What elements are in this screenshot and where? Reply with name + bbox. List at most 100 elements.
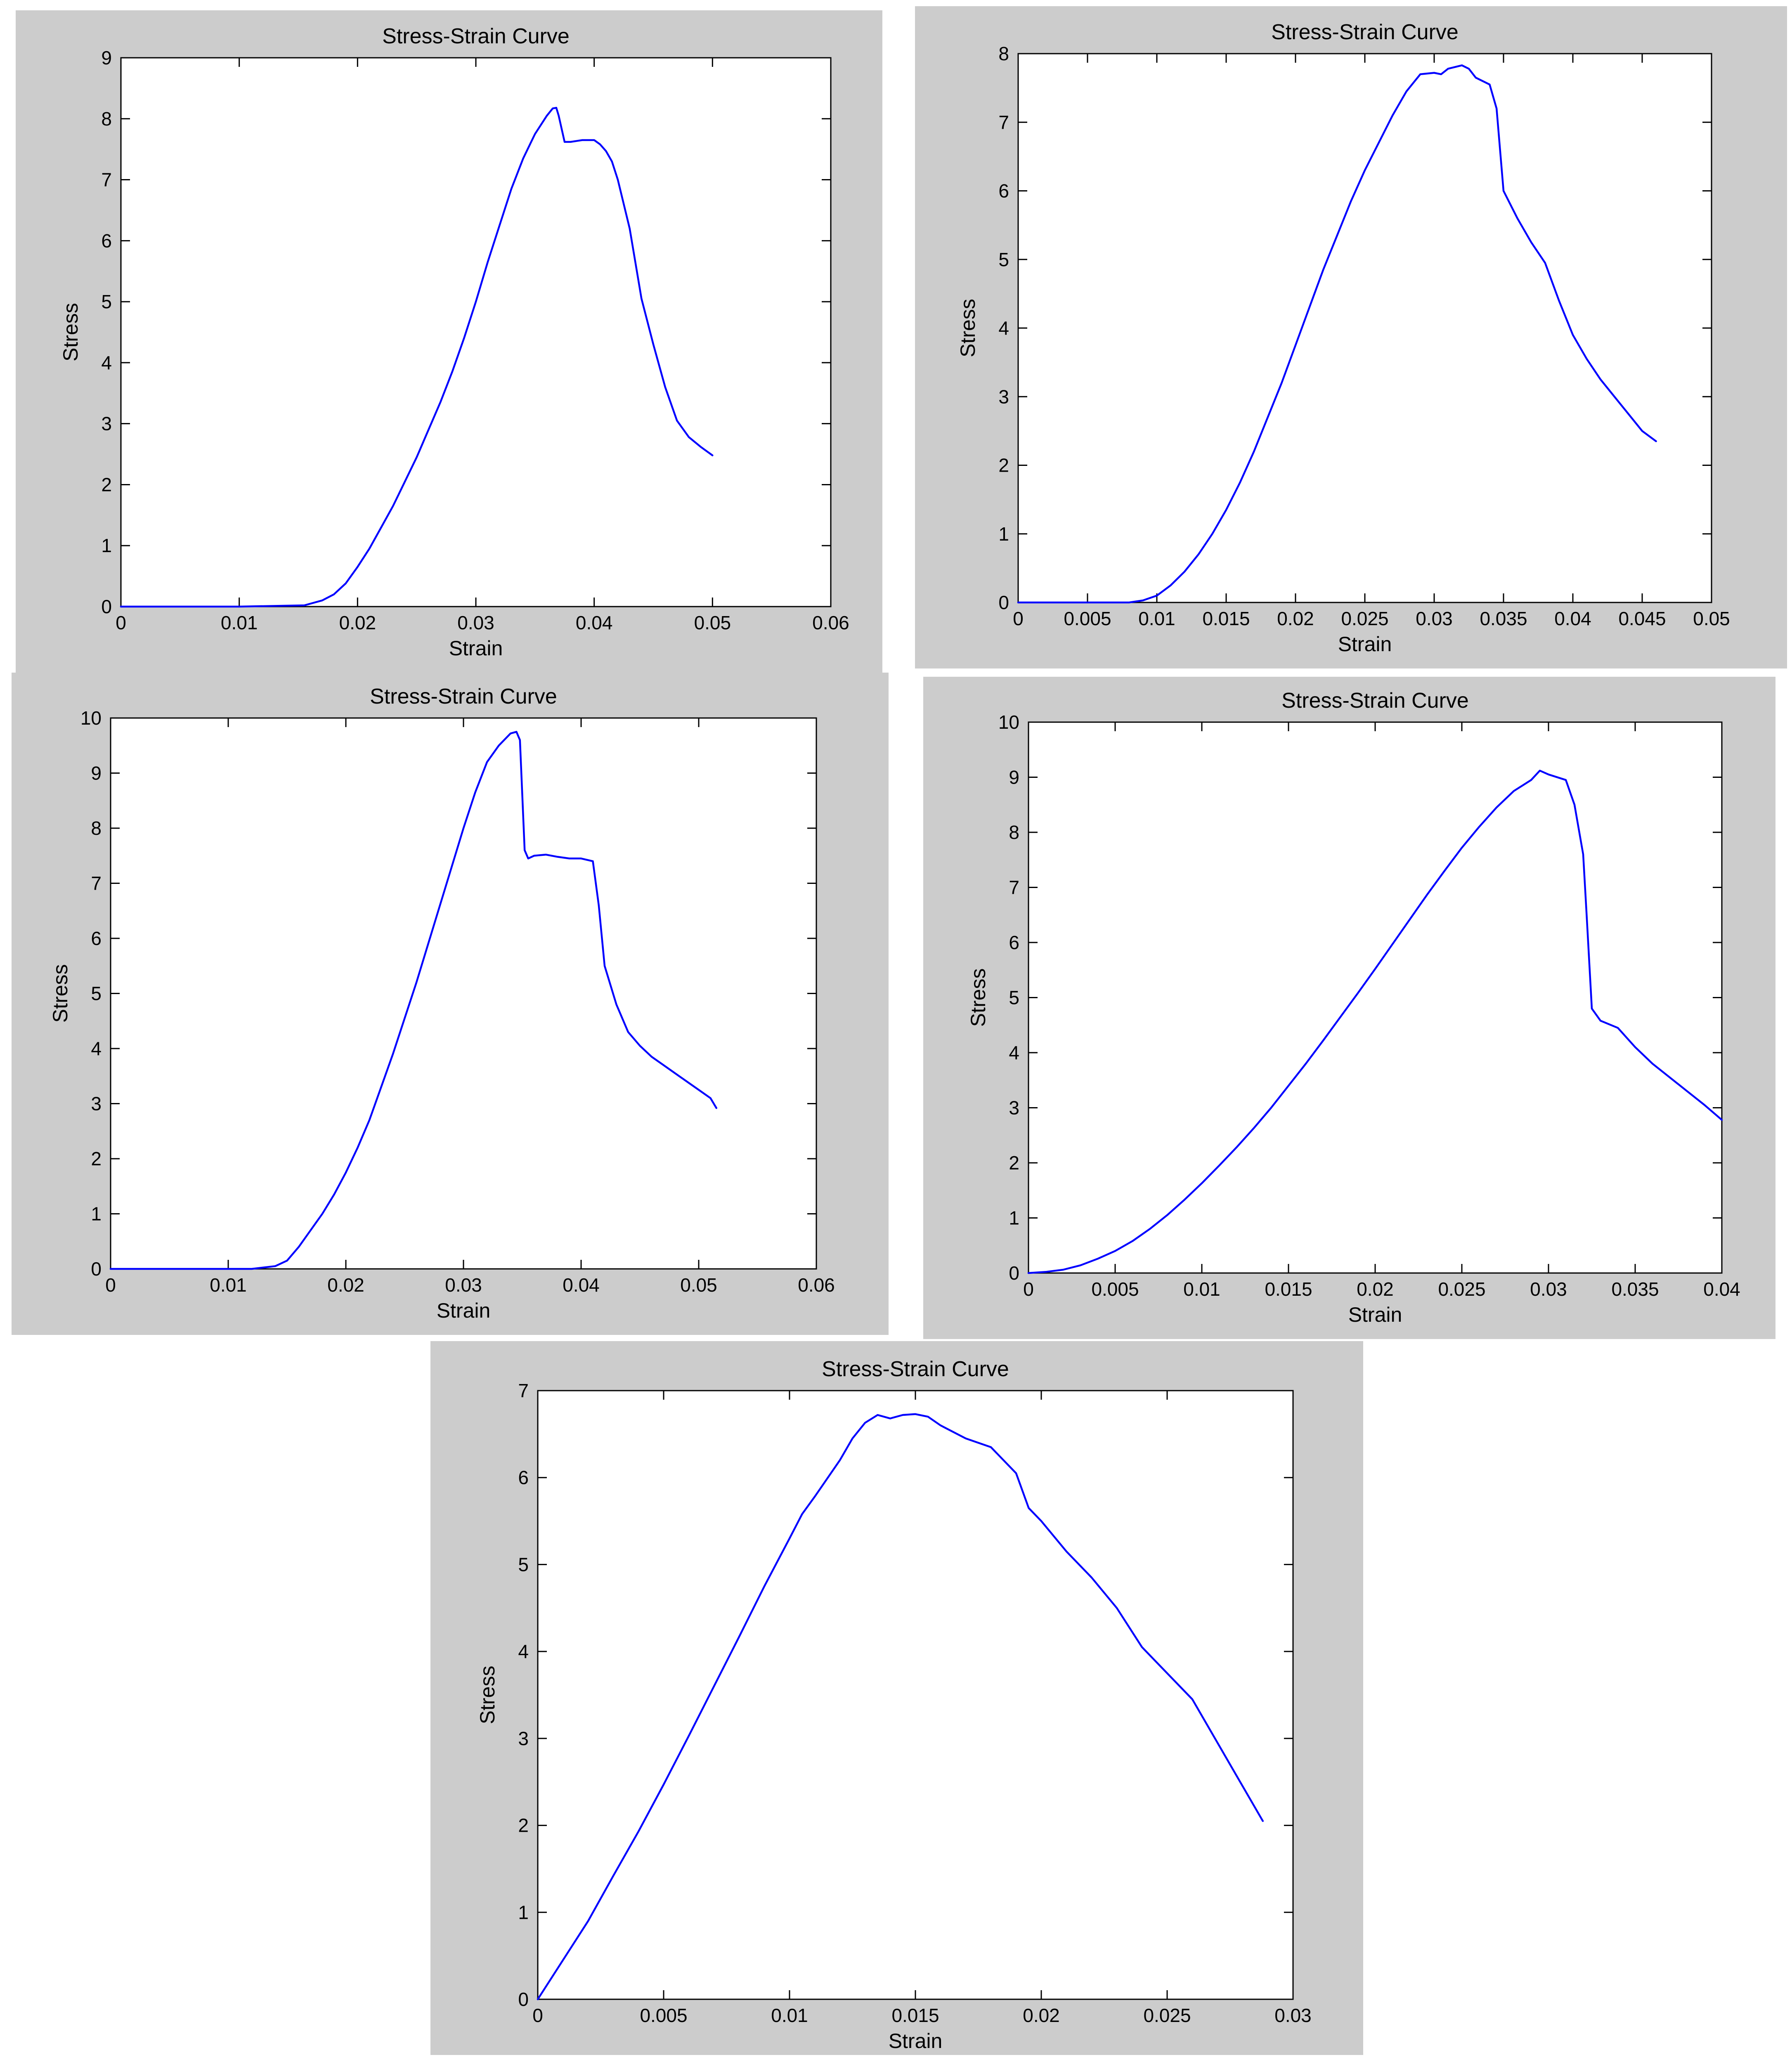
y-tick-label: 6 bbox=[998, 180, 1009, 202]
y-tick-label: 2 bbox=[998, 455, 1009, 476]
x-tick-label: 0.005 bbox=[640, 2005, 687, 2026]
x-axis-title: Strain bbox=[437, 1299, 491, 1322]
x-tick-label: 0.02 bbox=[339, 612, 376, 633]
plot-area bbox=[110, 717, 817, 1270]
x-tick-label: 0.04 bbox=[563, 1274, 600, 1296]
x-tick-label: 0.01 bbox=[210, 1274, 247, 1296]
x-tick-label: 0.01 bbox=[1138, 608, 1175, 629]
stress-strain-line bbox=[1027, 770, 1723, 1274]
chart-title: Stress-Strain Curve bbox=[822, 1357, 1009, 1381]
stress-strain-line bbox=[537, 1413, 1264, 2001]
y-tick-label: 10 bbox=[998, 711, 1019, 733]
y-tick-label: 2 bbox=[91, 1148, 102, 1169]
y-axis-title: Stress bbox=[59, 303, 82, 361]
plot-area bbox=[120, 57, 832, 607]
y-tick-label: 4 bbox=[1009, 1042, 1019, 1063]
y-tick-label: 8 bbox=[998, 43, 1009, 64]
x-tick-label: 0 bbox=[532, 2005, 543, 2026]
y-tick-label: 3 bbox=[101, 413, 112, 435]
chart-title: Stress-Strain Curve bbox=[1271, 20, 1459, 44]
x-tick-label: 0.05 bbox=[694, 612, 731, 633]
x-tick-label: 0 bbox=[1023, 1278, 1034, 1300]
chart-svg: 0 0.01 0.02 0.03 0.04 0.05 0.06 0 1 2 3 4 5 6 7 8 9 Stres… bbox=[59, 24, 849, 660]
y-axis-title: Stress bbox=[49, 964, 72, 1023]
x-tick-label: 0 bbox=[116, 612, 126, 633]
plot-area bbox=[537, 1390, 1294, 2000]
x-axis-title: Strain bbox=[1348, 1303, 1402, 1326]
chart-svg: 0 0.01 0.02 0.03 0.04 0.05 0.06 0 1 2 3 4 5 6 7 8 9 10 Str… bbox=[49, 685, 835, 1322]
y-tick-label: 10 bbox=[80, 707, 102, 729]
y-tick-label: 0 bbox=[518, 1989, 529, 2010]
y-tick-label: 1 bbox=[101, 535, 112, 556]
x-tick-label: 0.02 bbox=[1023, 2005, 1060, 2026]
stress-strain-line bbox=[120, 106, 714, 608]
x-tick-label: 0 bbox=[105, 1274, 116, 1296]
y-tick-label: 9 bbox=[91, 763, 102, 784]
y-axis-title: Stress bbox=[476, 1666, 499, 1724]
x-tick-label: 0.01 bbox=[771, 2005, 808, 2026]
y-tick-label: 0 bbox=[998, 592, 1009, 613]
x-tick-label: 0.015 bbox=[1265, 1278, 1312, 1300]
chart-svg: 0 0.005 0.01 0.015 0.02 0.025 0.03 0.035 0.04 0.0… bbox=[956, 20, 1730, 656]
x-tick-label: 0.025 bbox=[1341, 608, 1388, 629]
y-tick-label: 1 bbox=[91, 1203, 102, 1225]
chart-panel-bottom: 0 0.005 0.01 0.015 0.02 0.025 0.03 0 1 2 3 4 5 6 7 Stre… bbox=[430, 1341, 1363, 2055]
x-tick-label: 0.04 bbox=[576, 612, 613, 633]
x-tick-label: 0.03 bbox=[445, 1274, 482, 1296]
chart-svg: 0 0.005 0.01 0.015 0.02 0.025 0.03 0 1 2 3 4 5 6 7 Stre… bbox=[476, 1357, 1312, 2053]
x-tick-label: 0.025 bbox=[1438, 1278, 1485, 1300]
y-tick-label: 0 bbox=[101, 596, 112, 617]
y-tick-label: 4 bbox=[998, 317, 1009, 339]
y-tick-label: 3 bbox=[998, 386, 1009, 407]
x-tick-label: 0.06 bbox=[798, 1274, 835, 1296]
x-tick-label: 0.015 bbox=[891, 2005, 939, 2026]
y-tick-label: 0 bbox=[91, 1258, 102, 1280]
y-tick-label: 6 bbox=[101, 230, 112, 251]
y-tick-label: 8 bbox=[1009, 822, 1019, 843]
x-tick-label: 0 bbox=[1013, 608, 1024, 629]
y-tick-label: 7 bbox=[1009, 877, 1019, 898]
y-tick-label: 9 bbox=[1009, 767, 1019, 788]
x-tick-label: 0.005 bbox=[1064, 608, 1111, 629]
y-axis-title: Stress bbox=[956, 299, 979, 357]
x-tick-label: 0.04 bbox=[1554, 608, 1591, 629]
x-tick-label: 0.02 bbox=[1277, 608, 1314, 629]
x-tick-label: 0.035 bbox=[1611, 1278, 1659, 1300]
y-tick-label: 4 bbox=[101, 352, 112, 373]
stress-strain-line bbox=[109, 731, 718, 1270]
y-axis-title: Stress bbox=[967, 968, 990, 1027]
x-tick-label: 0.02 bbox=[1357, 1278, 1394, 1300]
x-axis-title: Strain bbox=[449, 637, 503, 660]
y-tick-label: 5 bbox=[1009, 987, 1019, 1009]
y-tick-label: 6 bbox=[518, 1467, 529, 1488]
y-tick-label: 3 bbox=[1009, 1097, 1019, 1119]
plot-area bbox=[1028, 721, 1723, 1274]
x-tick-label: 0.025 bbox=[1143, 2005, 1191, 2026]
y-tick-label: 2 bbox=[1009, 1152, 1019, 1174]
x-tick-label: 0.015 bbox=[1202, 608, 1250, 629]
chart-panel-top-left: 0 0.01 0.02 0.03 0.04 0.05 0.06 0 1 2 3 4 5 6 7 8 9 Stres… bbox=[16, 10, 882, 673]
y-tick-label: 4 bbox=[91, 1038, 102, 1059]
y-tick-label: 8 bbox=[101, 108, 112, 130]
x-tick-label: 0.03 bbox=[1274, 2005, 1312, 2026]
x-tick-label: 0.01 bbox=[1183, 1278, 1220, 1300]
x-tick-label: 0.005 bbox=[1091, 1278, 1139, 1300]
y-tick-label: 7 bbox=[518, 1380, 529, 1401]
x-tick-label: 0.06 bbox=[812, 612, 849, 633]
x-tick-label: 0.05 bbox=[1693, 608, 1730, 629]
chart-title: Stress-Strain Curve bbox=[382, 24, 570, 48]
y-tick-label: 0 bbox=[1009, 1262, 1019, 1284]
y-tick-label: 5 bbox=[91, 983, 102, 1004]
stress-strain-line bbox=[1017, 64, 1657, 604]
x-axis-title: Strain bbox=[1338, 633, 1392, 656]
x-tick-label: 0.04 bbox=[1703, 1278, 1740, 1300]
y-tick-label: 1 bbox=[1009, 1207, 1019, 1229]
x-tick-label: 0.05 bbox=[680, 1274, 717, 1296]
chart-panel-middle-right: 0 0.005 0.01 0.015 0.02 0.025 0.03 0.035 0.04 0 1 2… bbox=[923, 677, 1775, 1339]
x-tick-label: 0.02 bbox=[327, 1274, 364, 1296]
y-tick-label: 8 bbox=[91, 817, 102, 839]
x-tick-label: 0.03 bbox=[457, 612, 494, 633]
y-tick-label: 5 bbox=[101, 291, 112, 312]
chart-title: Stress-Strain Curve bbox=[370, 685, 557, 709]
